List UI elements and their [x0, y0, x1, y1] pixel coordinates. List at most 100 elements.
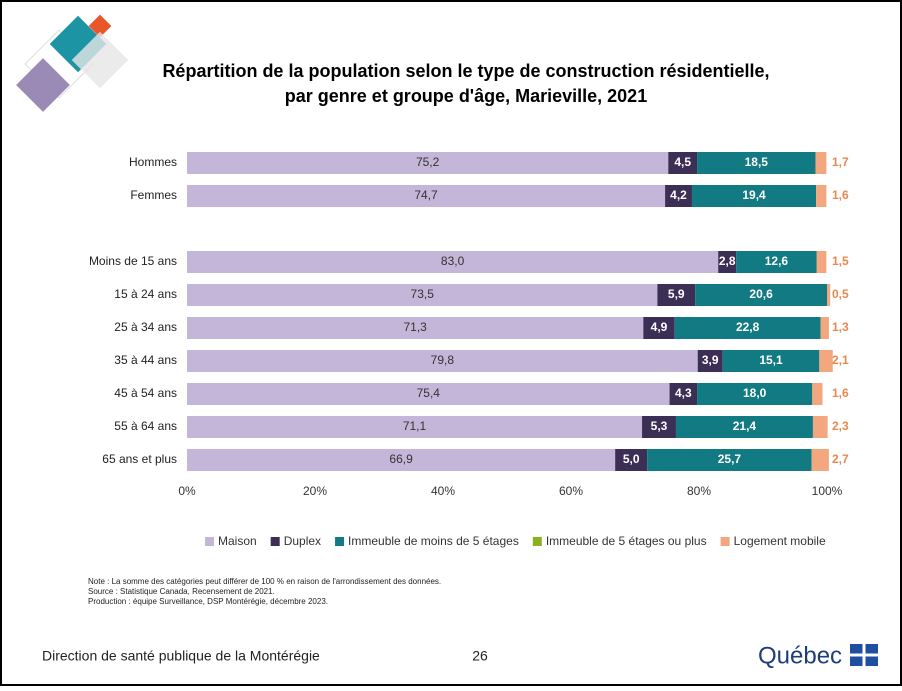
- data-label: 5,9: [668, 287, 685, 301]
- bar-segment: [187, 350, 698, 372]
- y-tick-label: 45 à 54 ans: [114, 386, 177, 400]
- legend-swatch: [335, 537, 345, 546]
- bar-segment: [657, 284, 696, 306]
- data-label: 18,0: [743, 386, 767, 400]
- quebec-flag: [850, 644, 878, 666]
- bar-segment: [668, 152, 698, 174]
- bar-segment: [816, 251, 827, 273]
- y-tick-label: Femmes: [130, 188, 177, 202]
- bar-segment: [812, 383, 823, 405]
- data-label: 2,7: [832, 452, 849, 466]
- legend-swatch: [720, 537, 730, 546]
- data-label: 5,0: [623, 452, 640, 466]
- data-label: 4,9: [651, 320, 668, 334]
- data-label: 21,4: [733, 419, 757, 433]
- bar-segment: [827, 284, 831, 306]
- data-label: 25,7: [718, 452, 742, 466]
- data-label: 2,8: [719, 254, 736, 268]
- data-label: 83,0: [441, 254, 465, 268]
- page-number: 26: [472, 648, 488, 664]
- y-tick-label: 65 ans et plus: [102, 452, 177, 466]
- legend-label: Maison: [218, 534, 257, 548]
- data-label: 4,5: [674, 155, 691, 169]
- data-label: 5,3: [651, 419, 668, 433]
- bar-segment: [187, 383, 670, 405]
- bar-segment: [722, 350, 820, 372]
- bar-segment: [187, 251, 719, 273]
- data-label: 75,2: [416, 155, 440, 169]
- y-tick-label: 55 à 64 ans: [114, 419, 177, 433]
- data-label: 4,2: [670, 188, 687, 202]
- x-tick-label: 60%: [559, 484, 583, 498]
- note-line: Production : équipe Surveillance, DSP Mo…: [88, 597, 328, 606]
- bar-segment: [819, 350, 833, 372]
- data-label: 12,6: [765, 254, 789, 268]
- bar-segment: [811, 449, 829, 471]
- data-label: 1,3: [832, 320, 849, 334]
- data-label: 0,5: [832, 287, 849, 301]
- chart-subtitle: par genre et groupe d'âge, Marieville, 2…: [285, 86, 647, 106]
- bar-segment: [691, 185, 817, 207]
- y-tick-label: 15 à 24 ans: [114, 287, 177, 301]
- bar-segment: [736, 251, 817, 273]
- legend-swatch: [205, 537, 214, 546]
- note-line: Note : La somme des catégories peut diff…: [88, 577, 441, 586]
- bar-segment: [665, 185, 692, 207]
- data-label: 18,5: [745, 155, 769, 169]
- data-label: 3,9: [702, 353, 719, 367]
- bar-segment: [816, 185, 827, 207]
- bar-segment: [187, 449, 616, 471]
- data-label: 66,9: [389, 452, 413, 466]
- x-tick-label: 40%: [431, 484, 455, 498]
- footer-left: Direction de santé publique de la Montér…: [42, 648, 320, 664]
- legend-label: Logement mobile: [734, 534, 826, 548]
- data-label: 15,1: [759, 353, 783, 367]
- data-label: 2,3: [832, 419, 849, 433]
- bar-segment: [697, 383, 813, 405]
- bar-segment: [675, 416, 813, 438]
- y-tick-label: 35 à 44 ans: [114, 353, 177, 367]
- data-label: 20,6: [749, 287, 773, 301]
- x-tick-label: 80%: [687, 484, 711, 498]
- data-label: 71,3: [403, 320, 427, 334]
- bar-segment: [812, 416, 828, 438]
- x-tick-label: 20%: [303, 484, 327, 498]
- bar-segment: [674, 317, 821, 339]
- bar-segment: [695, 284, 827, 306]
- bar-segment: [647, 449, 812, 471]
- legend-label: Immeuble de moins de 5 étages: [348, 534, 519, 548]
- data-label: 4,3: [675, 386, 692, 400]
- y-tick-label: 25 à 34 ans: [114, 320, 177, 334]
- data-label: 73,5: [411, 287, 435, 301]
- data-label: 1,6: [832, 188, 849, 202]
- data-label: 19,4: [742, 188, 766, 202]
- bar-segment: [642, 416, 676, 438]
- chart-title: Répartition de la population selon le ty…: [162, 61, 769, 81]
- x-tick-label: 0%: [178, 484, 196, 498]
- note-line: Source : Statistique Canada, Recensement…: [88, 587, 275, 596]
- data-label: 1,5: [832, 254, 849, 268]
- bar-segment: [697, 152, 816, 174]
- y-tick-label: Hommes: [129, 155, 177, 169]
- data-label: 2,1: [832, 353, 849, 367]
- bar-segment: [643, 317, 675, 339]
- data-label: 79,8: [431, 353, 455, 367]
- corner-logo: [16, 14, 129, 112]
- bar-segment: [187, 416, 643, 438]
- legend-swatch: [532, 537, 542, 546]
- bar-segment: [187, 317, 644, 339]
- data-label: 1,6: [832, 386, 849, 400]
- bar-segment: [615, 449, 648, 471]
- bar-segment: [697, 350, 723, 372]
- y-tick-label: Moins de 15 ans: [89, 254, 177, 268]
- legend-label: Immeuble de 5 étages ou plus: [546, 534, 707, 548]
- bar-segment: [820, 317, 829, 339]
- x-tick-label: 100%: [812, 484, 843, 498]
- data-label: 75,4: [417, 386, 441, 400]
- legend-swatch: [270, 537, 280, 546]
- bar-segment: [718, 251, 737, 273]
- bar-segment: [187, 185, 666, 207]
